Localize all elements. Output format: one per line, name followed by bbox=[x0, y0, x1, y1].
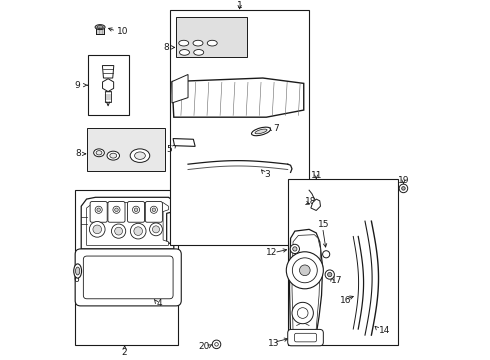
Bar bbox=[75, 190, 178, 345]
Text: 3: 3 bbox=[265, 170, 270, 179]
Text: 6: 6 bbox=[74, 275, 79, 284]
Text: 18: 18 bbox=[305, 197, 317, 206]
Circle shape bbox=[402, 186, 405, 190]
Circle shape bbox=[150, 206, 157, 213]
Polygon shape bbox=[102, 66, 114, 78]
Text: 12: 12 bbox=[267, 248, 278, 257]
Circle shape bbox=[115, 227, 122, 235]
Circle shape bbox=[112, 224, 126, 238]
Ellipse shape bbox=[95, 24, 105, 30]
Ellipse shape bbox=[207, 40, 217, 46]
Text: 2: 2 bbox=[122, 348, 127, 357]
Circle shape bbox=[212, 340, 221, 348]
Circle shape bbox=[322, 251, 330, 258]
Circle shape bbox=[152, 226, 160, 233]
FancyBboxPatch shape bbox=[127, 202, 145, 222]
Ellipse shape bbox=[130, 149, 150, 162]
Circle shape bbox=[134, 208, 138, 212]
FancyBboxPatch shape bbox=[146, 202, 162, 222]
Polygon shape bbox=[172, 78, 304, 117]
FancyBboxPatch shape bbox=[108, 202, 125, 222]
Ellipse shape bbox=[75, 267, 80, 275]
Circle shape bbox=[292, 302, 314, 324]
Circle shape bbox=[93, 225, 101, 234]
Circle shape bbox=[152, 208, 156, 212]
FancyBboxPatch shape bbox=[90, 202, 107, 222]
Circle shape bbox=[95, 206, 102, 213]
Text: 13: 13 bbox=[268, 339, 280, 348]
Ellipse shape bbox=[194, 50, 204, 55]
Ellipse shape bbox=[97, 26, 103, 29]
Circle shape bbox=[215, 343, 219, 346]
Circle shape bbox=[325, 270, 334, 279]
FancyBboxPatch shape bbox=[294, 333, 317, 342]
Bar bbox=[88, 55, 128, 116]
Ellipse shape bbox=[251, 127, 270, 136]
Circle shape bbox=[290, 244, 299, 253]
Circle shape bbox=[297, 308, 308, 318]
Text: 11: 11 bbox=[311, 171, 322, 180]
Text: 7: 7 bbox=[273, 124, 278, 133]
Ellipse shape bbox=[96, 150, 102, 155]
Ellipse shape bbox=[94, 149, 104, 157]
Ellipse shape bbox=[135, 152, 146, 159]
Ellipse shape bbox=[110, 153, 117, 158]
Polygon shape bbox=[292, 235, 320, 334]
Text: 4: 4 bbox=[157, 298, 163, 307]
Text: 17: 17 bbox=[331, 276, 343, 285]
Circle shape bbox=[286, 252, 323, 289]
Polygon shape bbox=[102, 79, 114, 91]
Circle shape bbox=[89, 221, 105, 237]
Circle shape bbox=[113, 206, 120, 213]
Polygon shape bbox=[173, 139, 195, 147]
Bar bbox=[288, 180, 398, 345]
Bar bbox=[96, 26, 104, 33]
Text: 16: 16 bbox=[341, 296, 352, 305]
Ellipse shape bbox=[179, 50, 190, 55]
Polygon shape bbox=[172, 75, 188, 103]
Text: 1: 1 bbox=[237, 1, 243, 10]
Ellipse shape bbox=[74, 264, 81, 278]
Ellipse shape bbox=[255, 129, 267, 134]
Circle shape bbox=[134, 227, 143, 235]
Polygon shape bbox=[87, 203, 169, 246]
Text: 20: 20 bbox=[198, 342, 209, 351]
FancyBboxPatch shape bbox=[75, 249, 181, 306]
Text: 10: 10 bbox=[117, 27, 128, 36]
Text: 15: 15 bbox=[318, 220, 329, 229]
Polygon shape bbox=[290, 229, 322, 339]
Bar bbox=[87, 128, 165, 171]
Circle shape bbox=[299, 265, 310, 276]
Ellipse shape bbox=[193, 40, 203, 46]
Circle shape bbox=[328, 273, 332, 277]
Circle shape bbox=[115, 208, 118, 212]
Ellipse shape bbox=[179, 40, 189, 46]
FancyBboxPatch shape bbox=[83, 256, 173, 299]
Circle shape bbox=[293, 247, 297, 251]
FancyBboxPatch shape bbox=[288, 329, 323, 346]
Text: 8: 8 bbox=[75, 149, 81, 158]
Circle shape bbox=[149, 223, 162, 236]
Polygon shape bbox=[81, 197, 174, 249]
Bar bbox=[170, 10, 309, 246]
Ellipse shape bbox=[107, 151, 120, 160]
Text: 19: 19 bbox=[398, 176, 409, 185]
Bar bbox=[105, 91, 111, 102]
Text: 14: 14 bbox=[378, 325, 390, 334]
Circle shape bbox=[399, 184, 408, 193]
Circle shape bbox=[293, 258, 318, 283]
Text: 5: 5 bbox=[166, 145, 172, 154]
Text: 8: 8 bbox=[164, 43, 170, 52]
Polygon shape bbox=[311, 199, 320, 211]
Circle shape bbox=[132, 206, 140, 213]
Bar bbox=[175, 18, 247, 57]
Circle shape bbox=[97, 208, 100, 212]
Text: 9: 9 bbox=[75, 81, 80, 90]
Circle shape bbox=[130, 223, 146, 239]
